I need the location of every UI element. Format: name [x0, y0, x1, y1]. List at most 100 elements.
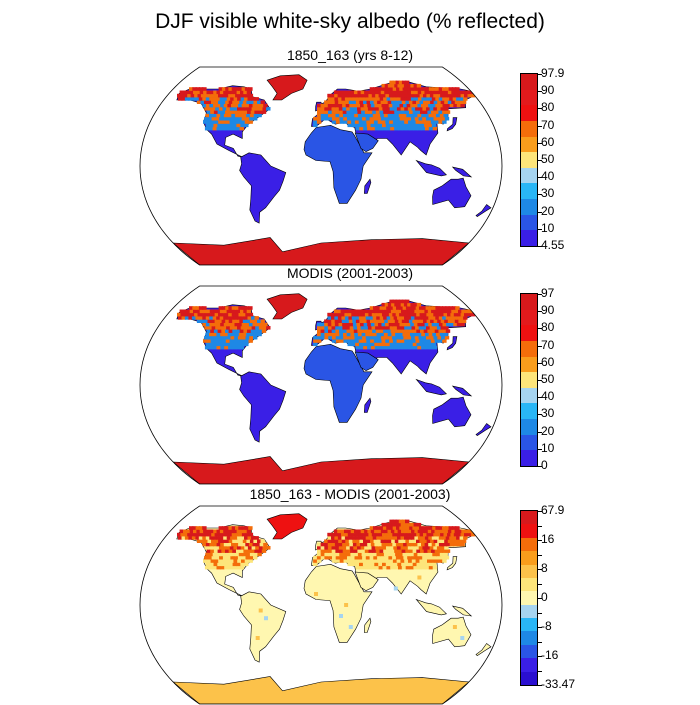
colorbar-segment [521, 564, 537, 578]
albedo-field [177, 80, 476, 131]
panel-3-colorbar [520, 510, 542, 686]
continent-madagascar [363, 178, 372, 194]
colorbar-label: 30 [541, 186, 555, 201]
colorbar-segment [521, 183, 537, 199]
colorbar-tick [537, 670, 542, 672]
colorbar-segment [521, 537, 537, 552]
colorbar-tick [537, 627, 542, 628]
colorbar-tick [537, 125, 542, 127]
continent-antarctica [172, 676, 470, 704]
colorbar-segment [521, 658, 537, 672]
colorbar-label: 0 [541, 458, 548, 472]
colorbar-segment [521, 136, 537, 153]
continent-madagascar [363, 397, 372, 413]
colorbar-tick [537, 397, 542, 399]
map-border [139, 505, 503, 705]
colorbar-label: 20 [541, 203, 555, 218]
colorbar-segment [521, 644, 537, 659]
colorbar-label: 10 [541, 220, 555, 235]
colorbar-label: 70 [541, 337, 555, 352]
panel-2-colorbar [520, 293, 542, 467]
colorbar-segment [521, 340, 537, 357]
colorbar-segment [521, 152, 537, 168]
colorbar-segment [521, 387, 537, 404]
continent-africa [303, 563, 373, 643]
albedo-field [177, 519, 476, 640]
colorbar-segment [521, 230, 537, 246]
panel-1-map [139, 66, 503, 266]
colorbar-segment [521, 120, 537, 137]
continent-greenland [266, 74, 308, 101]
continent-newguinea [451, 166, 473, 178]
colorbar-tick [537, 142, 542, 144]
colorbar-label: 70 [541, 117, 555, 132]
colorbar-label: 50 [541, 152, 555, 166]
continent-nz [475, 423, 492, 436]
colorbar-tick [537, 380, 542, 381]
colorbar-label: 90 [541, 303, 555, 318]
colorbar-tick [537, 466, 542, 467]
albedo-field [177, 299, 476, 350]
colorbar-tick [537, 211, 542, 213]
continent-greenland [266, 293, 308, 320]
colorbar-tick [537, 345, 542, 347]
colorbar-segment [521, 551, 537, 565]
map-border [139, 285, 503, 485]
continent-seasia [415, 159, 448, 177]
colorbar-segment [521, 309, 537, 326]
colorbar-label: 50 [541, 372, 555, 386]
colorbar-tick [537, 160, 542, 161]
colorbar-segment [521, 419, 537, 435]
colorbar-tick [537, 228, 542, 230]
colorbar-tick [537, 246, 542, 247]
continent-arabia [354, 571, 379, 592]
colorbar-label: 97.9 [541, 66, 565, 80]
colorbar-tick [537, 294, 542, 295]
colorbar-segment [521, 199, 537, 215]
colorbar-label: 60 [541, 354, 555, 369]
panel-3-title: 1850_163 - MODIS (2001-2003) [249, 486, 451, 502]
colorbar-segment [521, 577, 537, 592]
colorbar-segment [521, 105, 537, 121]
colorbar-label: 4.55 [541, 238, 565, 252]
colorbar-label: 97 [541, 286, 555, 300]
colorbar-segment [521, 671, 537, 685]
continent-australia [432, 396, 472, 428]
panel-1-colorbar [520, 73, 542, 247]
colorbar-tick [537, 448, 542, 450]
colorbar-tick [537, 612, 542, 614]
colorbar-segment [521, 450, 537, 466]
panel-1-title: 1850_163 (yrs 8-12) [286, 47, 414, 63]
colorbar-label: 8 [541, 561, 548, 575]
continent-madagascar [363, 617, 372, 633]
continent-australia [432, 177, 472, 209]
colorbar-tick [537, 511, 542, 512]
colorbar-label: 30 [541, 406, 555, 421]
colorbar-segment [521, 372, 537, 388]
colorbar-tick [537, 108, 542, 110]
colorbar-tick [537, 91, 542, 93]
colorbar-tick [537, 569, 542, 570]
colorbar-tick [537, 362, 542, 364]
colorbar-segment [521, 167, 537, 184]
continent-southamerica [239, 371, 287, 443]
colorbar-segment [521, 524, 537, 538]
colorbar-segment [521, 403, 537, 419]
colorbar-label: -16 [541, 648, 559, 662]
colorbar-label: 20 [541, 423, 555, 438]
colorbar-label: 90 [541, 83, 555, 98]
colorbar-label: 80 [541, 100, 555, 115]
colorbar-label: -33.47 [541, 677, 576, 691]
colorbar-tick [537, 641, 542, 643]
continent-southamerica [239, 591, 287, 663]
colorbar-tick [537, 311, 542, 313]
colorbar-segment [521, 356, 537, 373]
colorbar-tick [537, 554, 542, 556]
continent-arabia [354, 132, 379, 153]
colorbar-segment [521, 214, 537, 231]
colorbar-tick [537, 431, 542, 433]
continent-arabia [354, 351, 379, 372]
colorbar-label: 60 [541, 134, 555, 149]
continent-newguinea [451, 605, 473, 617]
colorbar-tick [537, 656, 542, 657]
